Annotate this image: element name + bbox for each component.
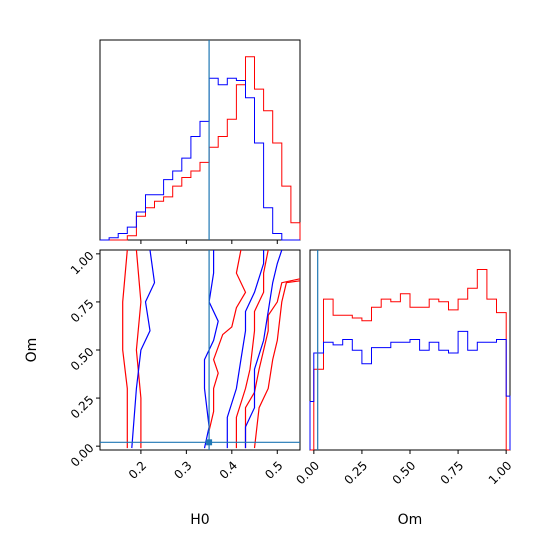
om-axis-label: Om bbox=[398, 512, 423, 528]
om-y-tick-label-3: 0.75 bbox=[68, 297, 97, 326]
om-x-tick-label-1: 0.25 bbox=[341, 458, 370, 487]
contour-red-5 bbox=[253, 280, 300, 449]
contour-blue-2 bbox=[226, 250, 265, 449]
om-x-tick-label-2: 0.50 bbox=[390, 458, 419, 487]
h0-histogram-blue-series bbox=[100, 77, 300, 241]
om-y-tick-label-2: 0.50 bbox=[68, 345, 97, 374]
contour-red-3 bbox=[235, 250, 269, 449]
om-y-tick-label-1: 0.25 bbox=[68, 393, 97, 422]
h0-histogram-frame bbox=[99, 39, 301, 241]
contour-blue-1 bbox=[203, 250, 219, 449]
om-histogram-blue-series bbox=[309, 330, 511, 450]
om-x-tick-label-4: 1.00 bbox=[486, 458, 515, 487]
contour-lines bbox=[122, 250, 300, 449]
contour-blue-3 bbox=[244, 250, 283, 449]
om-x-tick-label-0: 0.00 bbox=[293, 458, 322, 487]
h0-tick-label-2: 0.4 bbox=[217, 458, 240, 481]
h0-tick-label-0: 0.2 bbox=[126, 458, 149, 481]
om-y-axis-label: Om bbox=[24, 338, 40, 363]
h0-tick-label-3: 0.5 bbox=[262, 458, 285, 481]
contour-blue-0 bbox=[131, 250, 156, 449]
om-histogram-panel bbox=[309, 249, 511, 451]
contour-red-0 bbox=[122, 250, 128, 449]
om-x-tick-label-3: 0.75 bbox=[438, 458, 467, 487]
truth-marker bbox=[206, 439, 213, 446]
h0-tick-label-1: 0.3 bbox=[171, 458, 194, 481]
om-y-tick-label-0: 0.00 bbox=[68, 441, 97, 470]
h0-histogram-panel bbox=[99, 39, 301, 241]
contour-frame bbox=[99, 249, 301, 451]
om-y-tick-label-4: 1.00 bbox=[68, 249, 97, 278]
om-histogram-frame bbox=[309, 249, 511, 451]
contour-red-1 bbox=[135, 250, 142, 449]
h0-histogram-red-series bbox=[100, 56, 301, 241]
om-histogram-red-series bbox=[310, 269, 510, 451]
h0-om-contour-panel bbox=[99, 249, 301, 451]
contour-red-4 bbox=[244, 278, 300, 449]
contour-red-2 bbox=[208, 250, 247, 431]
h0-axis-label: H0 bbox=[190, 512, 209, 528]
